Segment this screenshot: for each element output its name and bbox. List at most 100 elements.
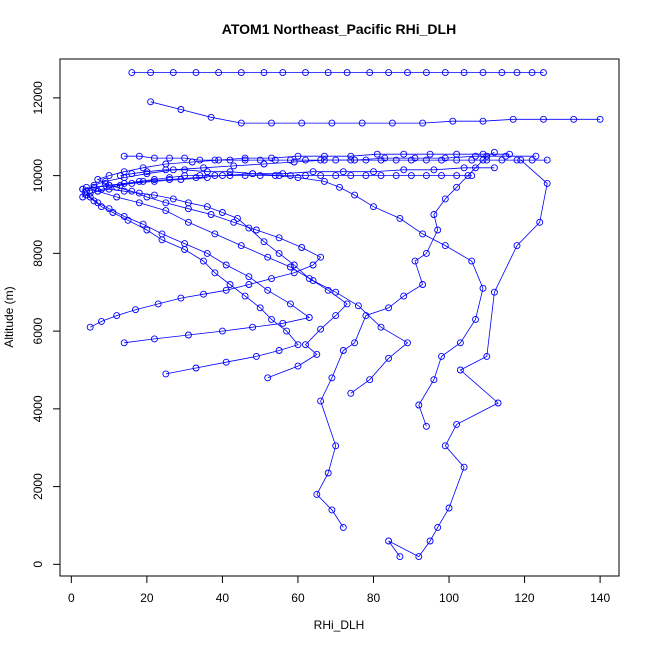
data-point	[271, 156, 279, 164]
data-point	[494, 399, 502, 407]
series-line	[316, 151, 495, 528]
data-point	[339, 523, 347, 531]
data-point	[203, 249, 211, 257]
data-point	[313, 350, 321, 358]
data-point	[411, 257, 419, 265]
data-point	[128, 69, 136, 77]
data-point	[317, 253, 325, 261]
data-point	[438, 156, 445, 164]
data-point	[377, 156, 385, 164]
data-point	[268, 315, 275, 323]
data-point	[290, 269, 298, 277]
data-point	[302, 156, 309, 164]
data-point	[162, 199, 170, 207]
data-point	[528, 156, 536, 164]
data-point	[181, 154, 189, 162]
data-point	[90, 197, 98, 205]
data-point	[132, 306, 139, 314]
data-point	[483, 352, 491, 360]
data-point	[472, 152, 479, 160]
data-point	[490, 164, 498, 172]
data-point	[441, 69, 449, 77]
data-point	[479, 150, 487, 158]
data-point	[192, 364, 200, 372]
data-point	[332, 288, 340, 296]
data-point	[286, 156, 294, 164]
data-point	[324, 469, 332, 477]
data-point	[400, 292, 408, 300]
data-point	[230, 218, 238, 226]
data-point	[324, 69, 332, 77]
x-tick-label: 60	[291, 591, 305, 605]
data-point	[211, 230, 219, 238]
data-point	[479, 117, 487, 125]
data-point	[460, 463, 468, 471]
data-point	[422, 422, 430, 430]
series-9	[128, 69, 547, 77]
data-point	[237, 119, 245, 127]
y-tick-label: 6000	[31, 317, 45, 344]
series-10	[147, 98, 604, 127]
data-point	[264, 253, 272, 261]
data-point	[150, 176, 158, 183]
data-point	[184, 218, 192, 226]
data-point	[143, 193, 151, 201]
data-point	[347, 152, 355, 160]
data-point	[200, 257, 207, 265]
data-point	[339, 347, 347, 354]
data-point	[264, 286, 272, 294]
data-point	[358, 119, 366, 127]
data-point	[177, 106, 185, 113]
data-point	[309, 261, 317, 269]
data-point	[343, 300, 351, 308]
y-axis-label: Altitude (m)	[2, 286, 16, 347]
data-point	[260, 69, 268, 77]
data-point	[105, 185, 113, 193]
data-point	[370, 203, 377, 211]
data-point	[438, 172, 445, 180]
data-point	[169, 166, 177, 174]
data-point	[411, 154, 419, 162]
data-point	[426, 150, 434, 158]
data-point	[302, 172, 309, 180]
series-line	[86, 186, 409, 394]
data-point	[498, 69, 506, 77]
data-point	[128, 179, 136, 187]
data-point	[86, 193, 94, 201]
series-4	[82, 183, 411, 397]
data-point	[200, 164, 207, 172]
x-axis: 0 20 40 60 80 100 120 140	[68, 575, 610, 605]
data-point	[249, 170, 257, 178]
data-point	[317, 156, 325, 164]
data-point	[279, 69, 287, 77]
data-point	[135, 199, 143, 207]
data-point	[351, 191, 359, 199]
data-point	[150, 177, 158, 185]
data-point	[453, 156, 461, 164]
data-point	[237, 242, 245, 250]
data-point	[143, 168, 151, 176]
data-point	[215, 69, 223, 77]
data-point	[479, 69, 487, 77]
data-point	[385, 354, 393, 362]
data-point	[150, 335, 158, 343]
data-point	[162, 207, 170, 215]
data-point	[445, 504, 453, 512]
data-point	[120, 152, 128, 160]
data-point	[422, 172, 430, 180]
data-point	[392, 156, 400, 164]
data-point	[362, 156, 370, 164]
data-point	[256, 172, 264, 180]
data-point	[377, 172, 385, 180]
data-point	[347, 156, 355, 164]
data-point	[105, 181, 113, 189]
data-point	[456, 339, 464, 347]
y-tick-label: 12000	[31, 81, 45, 115]
data-point	[184, 331, 192, 339]
data-point	[317, 397, 325, 405]
y-tick-label: 4000	[31, 395, 45, 422]
y-axis: 0 2000 4000 6000 8000 10000 12000	[31, 81, 61, 568]
plot-frame	[59, 58, 620, 577]
data-point	[468, 257, 476, 265]
data-point	[460, 69, 468, 77]
